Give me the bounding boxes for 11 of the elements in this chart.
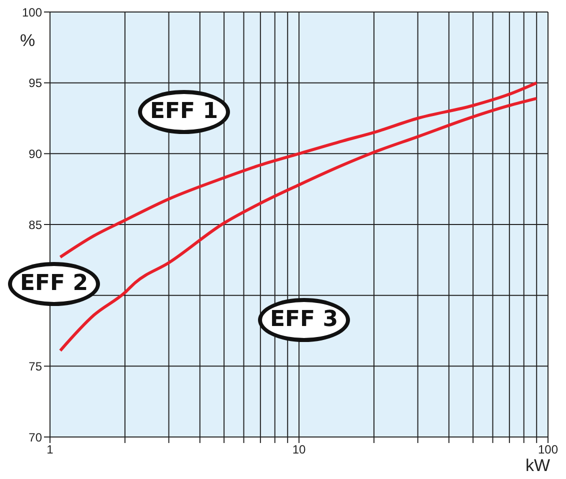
x-tick-label: 10	[292, 442, 306, 457]
y-tick-label: 90	[28, 146, 42, 161]
y-tick-label: 100	[22, 5, 42, 20]
y-tick-label: 75	[28, 359, 42, 374]
y-axis-title: %	[20, 31, 36, 50]
x-tick-label: 100	[538, 442, 558, 457]
y-tick-label: 95	[28, 76, 42, 90]
y-tick-label: 70	[28, 430, 42, 444]
x-axis-title: kW	[525, 456, 550, 475]
y-tick-label: 85	[28, 218, 42, 232]
x-tick-label: 1	[46, 442, 54, 457]
